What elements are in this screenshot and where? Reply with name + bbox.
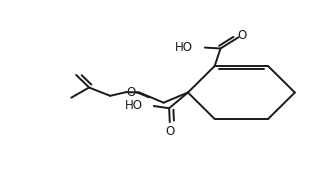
Text: HO: HO	[125, 99, 143, 112]
Text: O: O	[237, 29, 247, 42]
Text: O: O	[165, 125, 174, 138]
Text: O: O	[127, 86, 136, 99]
Text: HO: HO	[175, 41, 192, 53]
